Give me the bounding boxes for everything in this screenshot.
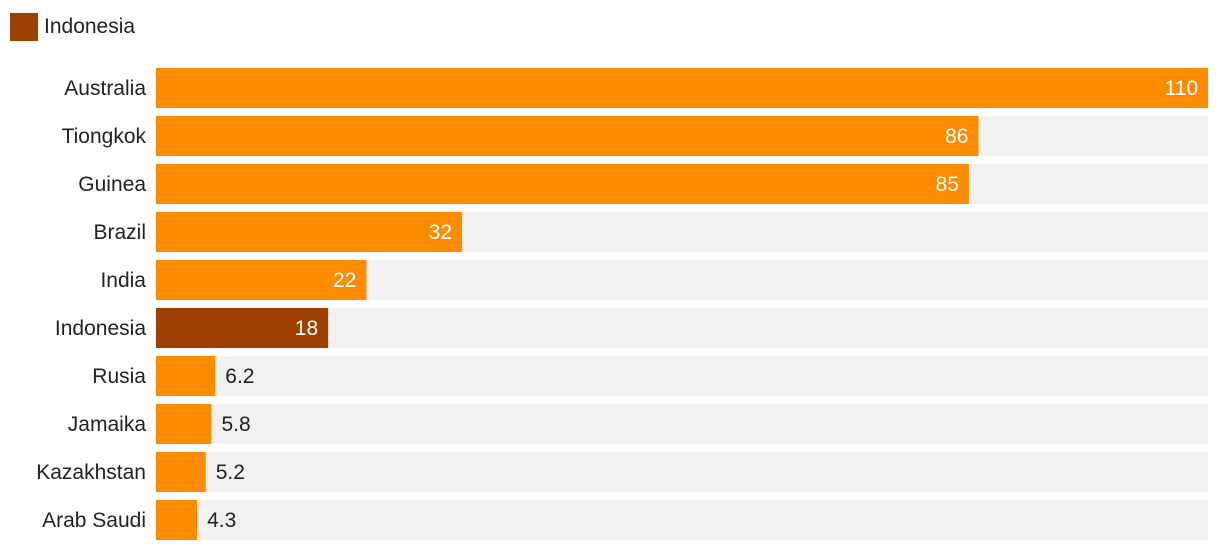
bar-jamaika	[156, 404, 212, 444]
bar-track	[156, 500, 1208, 540]
bar-australia	[156, 68, 1208, 108]
category-label: Rusia	[92, 365, 146, 388]
bar-brazil	[156, 212, 463, 252]
value-label: 86	[945, 125, 968, 148]
bar-track	[156, 452, 1208, 492]
value-label: 32	[429, 221, 452, 244]
category-label: Australia	[64, 77, 146, 100]
category-label: Kazakhstan	[36, 461, 146, 484]
category-label: Brazil	[93, 221, 146, 244]
bar-arab-saudi	[156, 500, 198, 540]
value-label: 85	[936, 173, 959, 196]
category-label: Arab Saudi	[42, 509, 146, 532]
value-label: 5.2	[216, 461, 245, 484]
category-label: India	[100, 269, 146, 292]
category-label: Indonesia	[55, 317, 146, 340]
bar-track	[156, 308, 1208, 348]
category-label: Guinea	[78, 173, 146, 196]
legend-label: Indonesia	[44, 15, 136, 38]
value-label: 5.8	[221, 413, 250, 436]
bar-track	[156, 404, 1208, 444]
bar-guinea	[156, 164, 969, 204]
bar-kazakhstan	[156, 452, 206, 492]
bar-indonesia	[156, 308, 329, 348]
value-label: 6.2	[225, 365, 254, 388]
bar-track	[156, 356, 1208, 396]
bar-rusia	[156, 356, 216, 396]
category-label: Tiongkok	[62, 125, 147, 148]
legend-swatch	[10, 13, 38, 41]
bar-tiongkok	[156, 116, 979, 156]
legend: Indonesia	[10, 13, 135, 41]
value-label: 18	[295, 317, 318, 340]
bar-india	[156, 260, 367, 300]
category-label: Jamaika	[68, 413, 147, 436]
value-label: 4.3	[207, 509, 236, 532]
value-label: 22	[333, 269, 356, 292]
value-label: 110	[1165, 77, 1198, 100]
